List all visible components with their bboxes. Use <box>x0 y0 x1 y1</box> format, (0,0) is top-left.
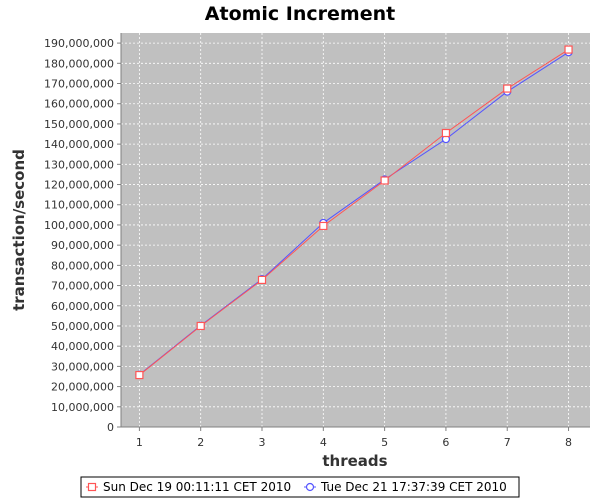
y-tick-label: 60,000,000 <box>51 300 114 313</box>
y-tick-label: 100,000,000 <box>44 219 114 232</box>
grid <box>121 33 590 427</box>
x-axis-title: threads <box>322 452 387 470</box>
square-marker <box>196 321 205 331</box>
square-marker <box>257 275 267 285</box>
series-1 <box>135 45 573 380</box>
series-line <box>139 49 569 376</box>
y-tick-label: 140,000,000 <box>44 138 114 151</box>
y-tick-label: 80,000,000 <box>51 259 114 272</box>
y-tick-label: 20,000,000 <box>51 381 114 394</box>
square-marker <box>319 221 328 231</box>
y-tick-label: 150,000,000 <box>44 118 114 131</box>
plot-area <box>121 33 590 427</box>
y-tick-label: 130,000,000 <box>44 158 114 171</box>
y-tick-label: 50,000,000 <box>51 320 114 333</box>
y-tick-label: 70,000,000 <box>51 280 114 293</box>
y-tick-label: 110,000,000 <box>44 199 114 212</box>
square-marker <box>441 128 451 138</box>
y-tick-label: 190,000,000 <box>44 37 114 50</box>
square-marker <box>380 176 389 185</box>
y-tick-label: 0 <box>107 421 114 434</box>
square-marker <box>564 45 573 54</box>
square-marker <box>503 84 512 93</box>
x-tick-label: 4 <box>320 436 327 449</box>
legend-square-icon <box>87 482 97 492</box>
legend: Sun Dec 19 00:11:11 CET 2010 Tue Dec 21 1… <box>80 476 520 498</box>
x-tick-label: 2 <box>197 436 204 449</box>
chart-title: Atomic Increment <box>205 3 395 25</box>
y-tick-label: 10,000,000 <box>51 401 114 414</box>
y-tick-label: 160,000,000 <box>44 98 114 111</box>
y-tick-label: 30,000,000 <box>51 360 114 373</box>
x-tick-label: 8 <box>565 436 572 449</box>
y-tick-label: 120,000,000 <box>44 179 114 192</box>
x-tick-label: 5 <box>381 436 388 449</box>
legend-circle-icon <box>305 482 315 492</box>
x-tick-label: 3 <box>259 436 266 449</box>
series <box>135 45 573 380</box>
x-tick-label: 1 <box>136 436 143 449</box>
y-tick-label: 40,000,000 <box>51 340 114 353</box>
y-tick-label: 170,000,000 <box>44 78 114 91</box>
y-axis-title: transaction/second <box>10 149 28 311</box>
legend-label: Sun Dec 19 00:11:11 CET 2010 <box>103 480 291 494</box>
y-tick-label: 90,000,000 <box>51 239 114 252</box>
legend-label: Tue Dec 21 17:37:39 CET 2010 <box>320 480 507 494</box>
axes: 0 10,000,000 20,000,000 30,000,000 40,000,00… <box>44 33 590 449</box>
x-tick-label: 6 <box>442 436 449 449</box>
x-tick-label: 7 <box>504 436 511 449</box>
y-tick-label: 180,000,000 <box>44 57 114 70</box>
legend-box <box>80 476 520 498</box>
square-marker <box>135 370 144 380</box>
